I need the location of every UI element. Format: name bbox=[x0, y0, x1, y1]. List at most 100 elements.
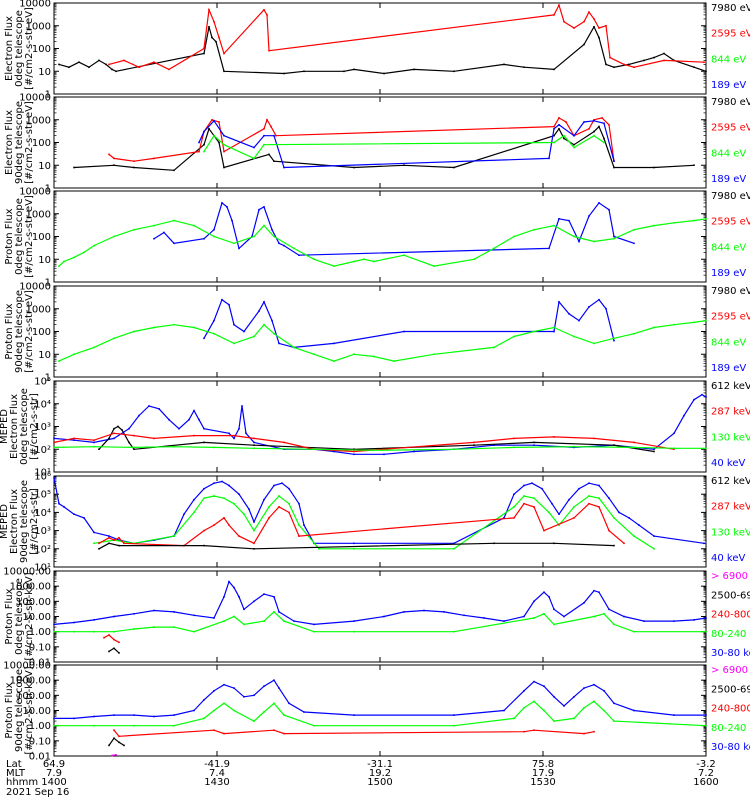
data-point bbox=[103, 636, 105, 639]
data-point bbox=[253, 447, 255, 450]
data-point bbox=[573, 146, 575, 149]
data-point bbox=[573, 27, 575, 29]
data-point bbox=[551, 502, 553, 505]
data-point bbox=[598, 506, 600, 508]
y-axis-label: Electron Flux bbox=[4, 110, 15, 175]
series-line bbox=[198, 119, 615, 169]
data-point bbox=[513, 506, 515, 508]
data-point bbox=[93, 531, 95, 534]
data-point bbox=[73, 437, 75, 440]
data-point bbox=[133, 446, 135, 449]
data-point bbox=[253, 600, 255, 603]
y-axis-label: [#/cm2-s-str-keV] bbox=[24, 572, 35, 660]
x-tick-label: 7.9 bbox=[46, 768, 62, 779]
data-point bbox=[253, 720, 255, 722]
y-axis-label: [#/cm2-s-str-keV] bbox=[24, 666, 35, 754]
data-point bbox=[78, 61, 80, 63]
data-point bbox=[588, 495, 590, 497]
data-point bbox=[423, 609, 425, 612]
series-line bbox=[54, 611, 706, 633]
data-point bbox=[573, 335, 575, 338]
data-point bbox=[111, 68, 113, 71]
y-tick-label: 10² bbox=[34, 544, 51, 555]
x-tick-label: 64.9 bbox=[43, 759, 65, 770]
data-point bbox=[573, 143, 575, 146]
data-point bbox=[583, 732, 585, 735]
data-point bbox=[223, 702, 225, 705]
legend-entry: 7980 eV bbox=[711, 191, 750, 202]
data-point bbox=[613, 166, 615, 169]
data-point bbox=[598, 298, 600, 301]
data-point bbox=[553, 623, 555, 626]
data-point bbox=[403, 611, 405, 613]
data-point bbox=[233, 586, 235, 589]
data-point bbox=[453, 70, 455, 73]
data-point bbox=[243, 330, 245, 333]
series-line bbox=[98, 542, 615, 550]
data-point bbox=[633, 66, 635, 68]
series-line bbox=[54, 679, 706, 719]
data-point bbox=[153, 437, 155, 440]
data-point bbox=[563, 705, 565, 707]
data-point bbox=[113, 729, 115, 731]
data-point bbox=[553, 224, 555, 227]
data-point bbox=[111, 754, 113, 757]
data-point bbox=[503, 517, 505, 519]
x-tick-label: -3.2 bbox=[696, 759, 716, 770]
data-point bbox=[533, 330, 535, 333]
data-point bbox=[513, 235, 515, 238]
y-axis-label: Electron Flux bbox=[4, 16, 15, 81]
data-point bbox=[598, 202, 600, 204]
series-line bbox=[54, 700, 707, 727]
data-point bbox=[623, 63, 625, 66]
data-point bbox=[273, 332, 275, 335]
y-tick-label: 10000.00 bbox=[3, 567, 51, 578]
legend-entry: 40 keV bbox=[711, 553, 745, 564]
y-tick-label: 10 bbox=[38, 350, 51, 361]
data-point bbox=[605, 307, 607, 310]
data-point bbox=[593, 18, 595, 20]
data-point bbox=[213, 120, 215, 122]
data-point bbox=[353, 453, 355, 456]
y-tick-label: 10¹ bbox=[34, 468, 51, 479]
panel-frame bbox=[53, 2, 707, 95]
x-tick-label: 7.2 bbox=[698, 768, 714, 779]
y-tick-label: 10 bbox=[38, 255, 51, 266]
data-point bbox=[253, 437, 255, 440]
data-point bbox=[663, 59, 665, 62]
series-line bbox=[203, 298, 615, 349]
data-point bbox=[278, 495, 280, 497]
y-axis-label: [#/cm2-s-str-eV] bbox=[24, 101, 35, 184]
data-point bbox=[226, 206, 228, 208]
data-point bbox=[313, 353, 315, 355]
legend-entry: > 6900 keV bbox=[711, 571, 750, 582]
data-point bbox=[453, 630, 455, 633]
data-point bbox=[173, 714, 175, 716]
data-point bbox=[223, 70, 225, 73]
y-tick-label: 100 bbox=[32, 232, 51, 243]
data-point bbox=[218, 121, 220, 123]
data-point bbox=[133, 628, 135, 630]
x-tick-label: 1600 bbox=[693, 777, 718, 788]
data-point bbox=[218, 141, 220, 144]
data-point bbox=[113, 647, 115, 650]
data-point bbox=[203, 699, 205, 701]
data-point bbox=[73, 166, 75, 169]
data-point bbox=[118, 539, 120, 541]
data-point bbox=[108, 650, 110, 653]
data-point bbox=[593, 134, 595, 137]
y-tick-label: 1 bbox=[45, 373, 51, 384]
panel-frame bbox=[53, 285, 707, 378]
data-point bbox=[133, 613, 135, 615]
data-point bbox=[598, 497, 600, 499]
data-point bbox=[403, 164, 405, 166]
legend-entry: 844 eV bbox=[711, 242, 746, 253]
data-point bbox=[238, 596, 240, 598]
data-point bbox=[693, 164, 695, 166]
data-point bbox=[108, 63, 110, 66]
y-tick-label: 10.00 bbox=[22, 706, 51, 717]
data-point bbox=[233, 687, 235, 689]
x-tick-label: 75.8 bbox=[532, 759, 554, 770]
data-point bbox=[673, 447, 675, 450]
y-tick-label: 100 bbox=[32, 44, 51, 55]
